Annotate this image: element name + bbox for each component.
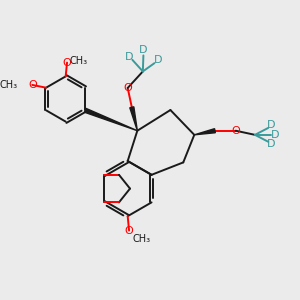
Polygon shape: [194, 129, 215, 135]
Text: O: O: [231, 126, 240, 136]
Text: D: D: [272, 130, 280, 140]
Polygon shape: [130, 107, 137, 131]
Text: O: O: [28, 80, 37, 90]
Text: D: D: [125, 52, 133, 61]
Text: D: D: [154, 56, 162, 65]
Text: O: O: [123, 83, 132, 93]
Text: O: O: [125, 226, 134, 236]
Text: O: O: [63, 58, 71, 68]
Text: CH₃: CH₃: [132, 234, 151, 244]
Text: D: D: [267, 120, 276, 130]
Text: D: D: [139, 46, 148, 56]
Text: CH₃: CH₃: [70, 56, 88, 66]
Text: CH₃: CH₃: [0, 80, 18, 91]
Polygon shape: [85, 108, 137, 131]
Text: D: D: [267, 140, 276, 149]
